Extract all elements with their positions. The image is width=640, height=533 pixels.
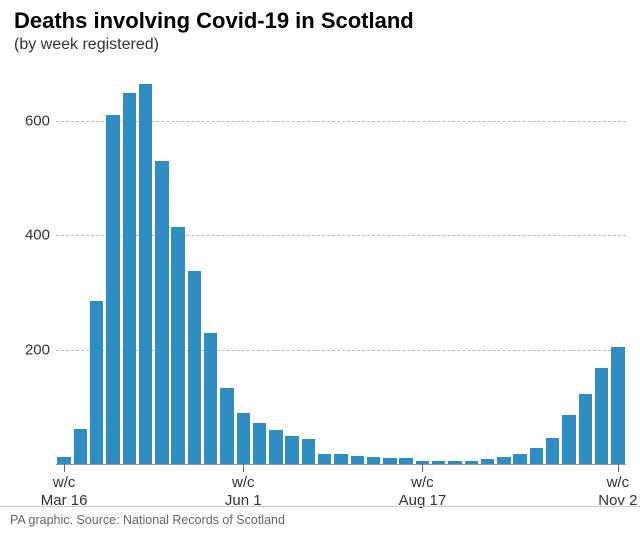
bar: [546, 438, 559, 464]
chart-container: Deaths involving Covid-19 in Scotland (b…: [0, 0, 640, 533]
x-tick-mark: [422, 464, 423, 472]
bar: [530, 448, 543, 464]
bar: [237, 413, 250, 464]
bar: [399, 458, 412, 464]
x-tick-mark: [243, 464, 244, 472]
bar: [497, 457, 510, 464]
x-tick-label-line1: w/c: [607, 474, 630, 492]
bar: [220, 388, 233, 464]
x-tick-label-line1: w/c: [232, 474, 255, 492]
bar: [448, 461, 461, 464]
bar: [579, 394, 592, 464]
bar: [57, 457, 70, 464]
bar: [253, 423, 266, 464]
bar: [351, 456, 364, 464]
bar: [318, 454, 331, 464]
x-tick-label-line2: Mar 16: [41, 492, 88, 510]
bar: [204, 333, 217, 464]
bar: [302, 439, 315, 464]
bar: [285, 436, 298, 464]
x-tick-label-line1: w/c: [411, 474, 434, 492]
x-tick-mark: [618, 464, 619, 472]
bar: [155, 161, 168, 464]
bar: [383, 458, 396, 464]
x-tick-mark: [64, 464, 65, 472]
bar: [188, 271, 201, 464]
bar: [171, 227, 184, 464]
bar: [139, 84, 152, 464]
x-tick-label-line2: Nov 2: [598, 492, 637, 510]
bar: [74, 429, 87, 464]
bar: [269, 430, 282, 464]
bar: [432, 461, 445, 464]
source-text: PA graphic. Source: National Records of …: [10, 513, 285, 527]
bar: [465, 461, 478, 464]
bar: [90, 301, 103, 464]
footer-divider: [0, 506, 640, 507]
plot-area: [56, 64, 626, 464]
y-tick-label: 400: [10, 227, 50, 244]
x-tick-label-line1: w/c: [53, 474, 76, 492]
y-tick-label: 200: [10, 341, 50, 358]
chart-title: Deaths involving Covid-19 in Scotland: [14, 8, 414, 34]
bar: [106, 115, 119, 464]
chart-subtitle: (by week registered): [14, 36, 159, 54]
bar: [513, 454, 526, 464]
x-tick-label-line2: Aug 17: [399, 492, 447, 510]
bar: [562, 415, 575, 464]
bar: [481, 459, 494, 464]
bar: [367, 457, 380, 464]
bar: [334, 454, 347, 464]
x-tick-label-line2: Jun 1: [225, 492, 262, 510]
y-tick-label: 600: [10, 113, 50, 130]
bar: [611, 347, 624, 464]
bar: [595, 368, 608, 464]
bar: [123, 93, 136, 464]
x-axis-baseline: [56, 464, 626, 465]
